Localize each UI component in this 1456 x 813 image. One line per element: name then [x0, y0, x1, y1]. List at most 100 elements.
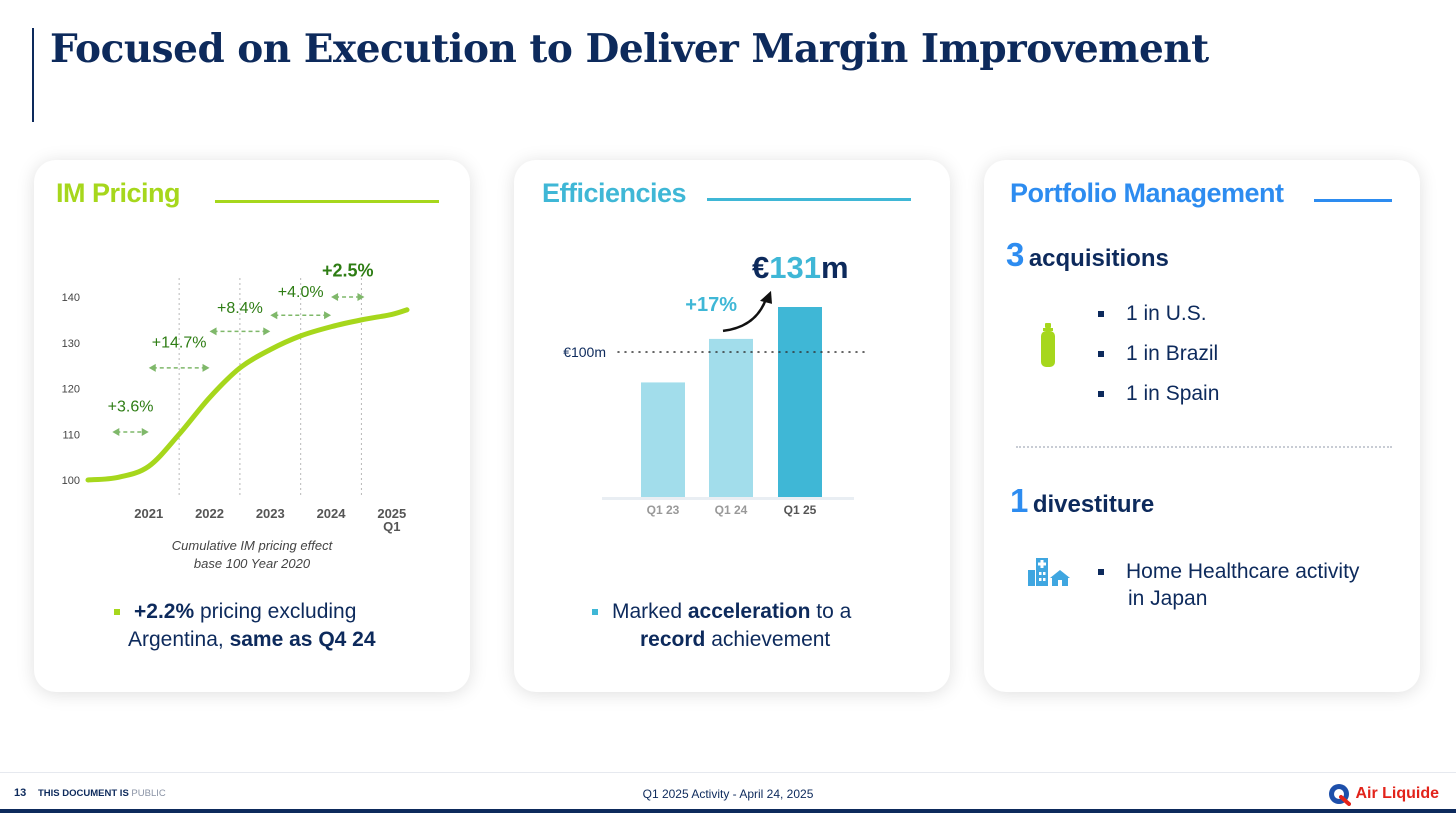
pricing-line: [85, 307, 410, 483]
arrow-head-right: [202, 363, 210, 372]
bullet-strong: same as Q4 24: [229, 628, 376, 651]
bullet-strong: +2.2%: [134, 600, 195, 623]
efficiencies-bullet: Marked acceleration to a: [592, 600, 851, 624]
hospital-house-icon: [1028, 558, 1070, 586]
x-tick-label: Q1: [383, 519, 400, 534]
footer-classification: THIS DOCUMENT IS PUBLIC: [38, 788, 166, 799]
portfolio-card: Portfolio Management 3 acquisitions 1 in…: [984, 160, 1420, 692]
y-tick-label: 120: [62, 384, 80, 396]
annotation-label: +2.5%: [322, 260, 374, 280]
bullet-square: [1098, 569, 1104, 576]
annotation-arrow: [112, 427, 149, 436]
bar: [641, 382, 685, 497]
x-tick-label: 2024: [317, 506, 347, 521]
im-pricing-bullet-line2: Argentina, same as Q4 24: [128, 628, 376, 652]
y-tick-label: 110: [62, 429, 80, 441]
list-item: 1 in U.S.: [1098, 302, 1219, 342]
bullet-strong: acceleration: [687, 600, 811, 623]
bar: [709, 338, 753, 497]
acquisition-us: 1 in U.S.: [1126, 302, 1207, 325]
caption-line-1: Cumulative IM pricing effect: [171, 538, 333, 553]
bullet-square: [1098, 311, 1104, 318]
air-liquide-logo: Air Liquide: [1327, 782, 1439, 806]
list-item: 1 in Spain: [1098, 382, 1219, 422]
x-tick-label: Q1 24: [715, 503, 748, 517]
efficiencies-card: Efficiencies €131m Q1 23 Q1 24 Q1 25 €100m +…: [514, 160, 950, 692]
arrow-head-right: [324, 311, 332, 320]
arrow-head-right: [263, 327, 271, 336]
annotation-arrow: [331, 293, 365, 301]
footer-page-number: 13: [14, 787, 27, 799]
acquisitions-count: 3: [1006, 236, 1025, 273]
x-tick-label: Q1 25: [784, 503, 817, 517]
page-title: Focused on Execution to Deliver Margin I…: [50, 26, 1209, 72]
y-tick-label: 100: [62, 475, 80, 487]
footer-center: Q1 2025 Activity - April 24, 2025: [642, 787, 814, 801]
bar: [778, 307, 822, 497]
im-pricing-title-rule: [215, 200, 439, 203]
annotation-arrow: [270, 311, 332, 320]
efficiencies-headline: €131m: [752, 250, 849, 286]
x-tick-label: Q1 23: [647, 503, 680, 517]
bullet-text: Argentina,: [128, 628, 230, 651]
im-pricing-bullet: +2.2% pricing excluding: [114, 600, 356, 624]
annotation-arrow: [148, 363, 210, 372]
headline-prefix: €: [752, 250, 770, 285]
divestiture-label: divestiture: [1032, 491, 1155, 518]
acquisition-spain: 1 in Spain: [1126, 382, 1220, 405]
efficiencies-title: Efficiencies: [542, 178, 687, 208]
acquisition-brazil: 1 in Brazil: [1126, 342, 1219, 365]
efficiencies-chart: Q1 23 Q1 24 Q1 25 €100m +17%: [563, 290, 867, 517]
arrow-head-left: [112, 427, 120, 436]
bullet-text: to a: [810, 600, 852, 623]
annotation-label: +8.4%: [217, 300, 263, 317]
footer-bar: [0, 809, 1456, 813]
im-pricing-chart-caption: Cumulative IM pricing effect base 100 Ye…: [34, 538, 470, 571]
classification-label: THIS DOCUMENT IS: [38, 788, 129, 799]
x-tick-label: 2022: [195, 506, 224, 521]
list-item: 1 in Brazil: [1098, 342, 1219, 382]
annotation-arrow: [209, 327, 271, 336]
divestiture-count: 1: [1010, 482, 1029, 519]
logo-text: Air Liquide: [1355, 785, 1440, 802]
growth-arrow-head: [760, 290, 772, 304]
growth-arrow: [722, 298, 768, 333]
arrow-head-left: [209, 327, 217, 336]
bullet-text: pricing excluding: [194, 600, 357, 623]
classification-value: PUBLIC: [131, 788, 166, 799]
arrow-head-right: [141, 427, 149, 436]
annotation-label: +4.0%: [278, 284, 324, 301]
reference-label: €100m: [563, 344, 606, 360]
divestiture-heading: 1 divestiture: [1010, 482, 1154, 520]
x-tick-label: 2021: [134, 506, 163, 521]
im-pricing-title: IM Pricing: [56, 178, 181, 208]
acquisitions-list: 1 in U.S. 1 in Brazil 1 in Spain: [1098, 302, 1219, 422]
bullet-square: [114, 609, 120, 616]
efficiencies-bullet-line2: record achievement: [640, 628, 830, 652]
arrow-head-left: [148, 363, 156, 372]
bullet-square: [592, 609, 598, 616]
arrow-head-left: [331, 293, 339, 301]
bullet-square: [1098, 391, 1104, 398]
title-accent-bar: [32, 28, 34, 122]
annotation-label: +14.7%: [152, 334, 207, 351]
y-tick-label: 130: [62, 338, 80, 350]
headline-suffix: m: [820, 250, 849, 285]
bullet-square: [1098, 351, 1104, 358]
growth-label: +17%: [685, 294, 737, 316]
efficiencies-title-rule: [707, 198, 911, 201]
caption-line-2: base 100 Year 2020: [193, 556, 311, 571]
chart-baseline: [602, 497, 854, 500]
bullet-text: achievement: [705, 628, 831, 651]
divestiture-text-line2: in Japan: [1128, 587, 1208, 610]
logo-mark-icon: [1329, 784, 1351, 806]
section-divider: [1016, 446, 1392, 448]
acquisitions-label: acquisitions: [1028, 245, 1169, 272]
bullet-strong: record: [640, 628, 706, 651]
im-pricing-card: IM Pricing 100 110 120 130 140 2021 2022 2023 20…: [34, 160, 470, 692]
portfolio-title-rule: [1314, 199, 1392, 202]
x-tick-label: 2023: [256, 506, 285, 521]
arrow-head-right: [357, 293, 365, 301]
headline-number: 131: [769, 250, 821, 285]
